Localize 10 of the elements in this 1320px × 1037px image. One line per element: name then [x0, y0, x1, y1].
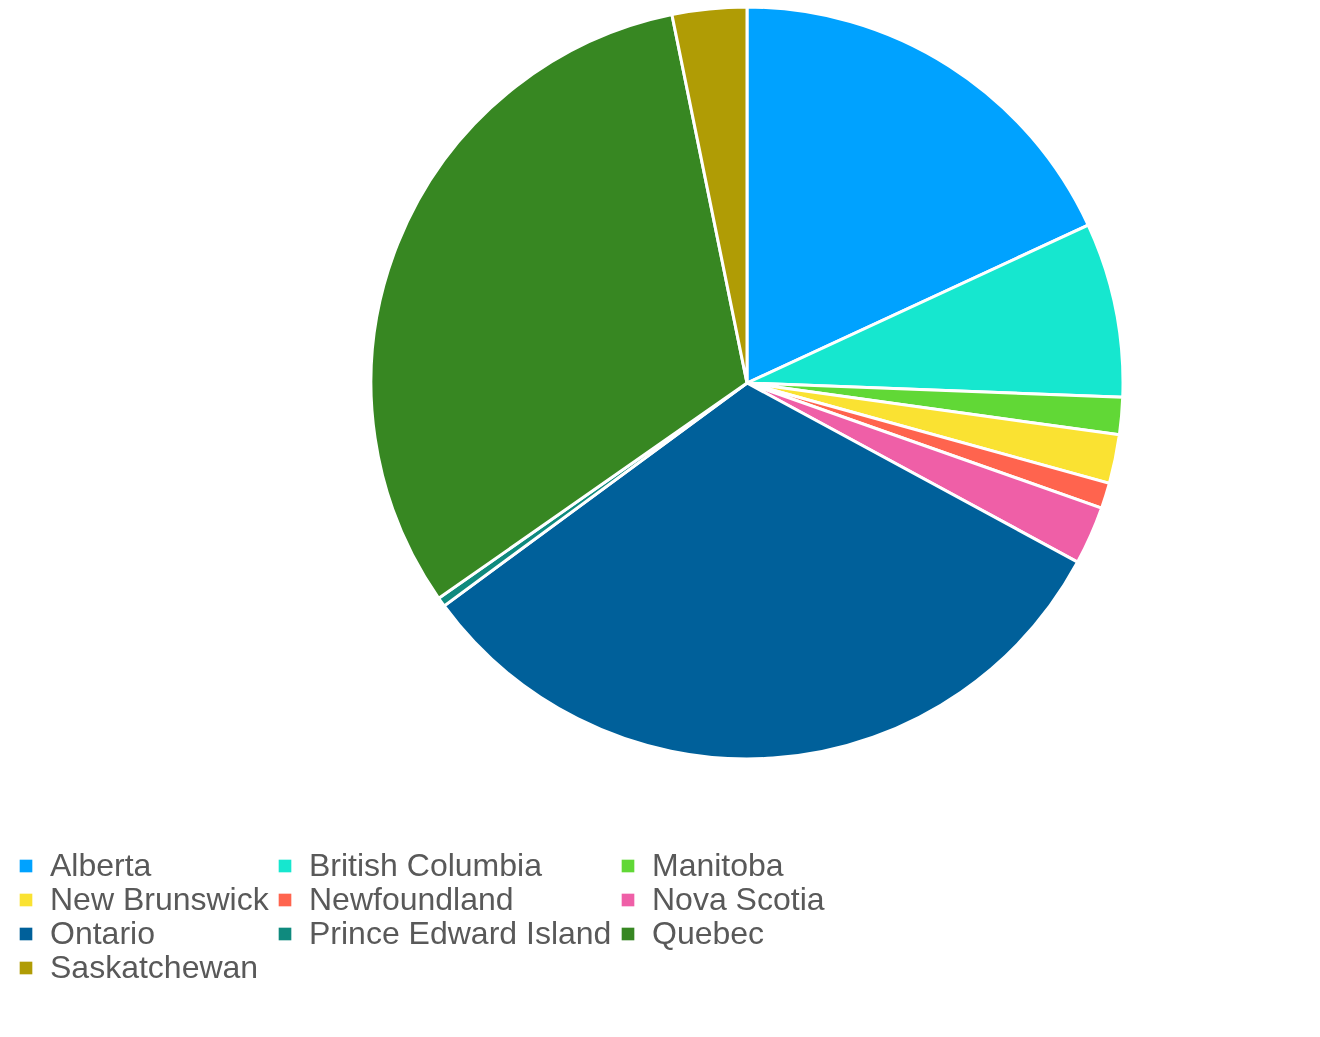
- legend-label: Saskatchewan: [50, 949, 259, 985]
- legend-label: Ontario: [50, 915, 155, 951]
- legend-label: New Brunswick: [50, 881, 270, 917]
- legend-label: Manitoba: [652, 847, 784, 883]
- legend-label: Alberta: [50, 847, 152, 883]
- legend-label: Nova Scotia: [652, 881, 825, 917]
- legend-label: Quebec: [652, 915, 765, 951]
- legend-label: British Columbia: [309, 847, 543, 883]
- legend-label: Prince Edward Island: [309, 915, 612, 951]
- legend-label: Newfoundland: [309, 881, 514, 917]
